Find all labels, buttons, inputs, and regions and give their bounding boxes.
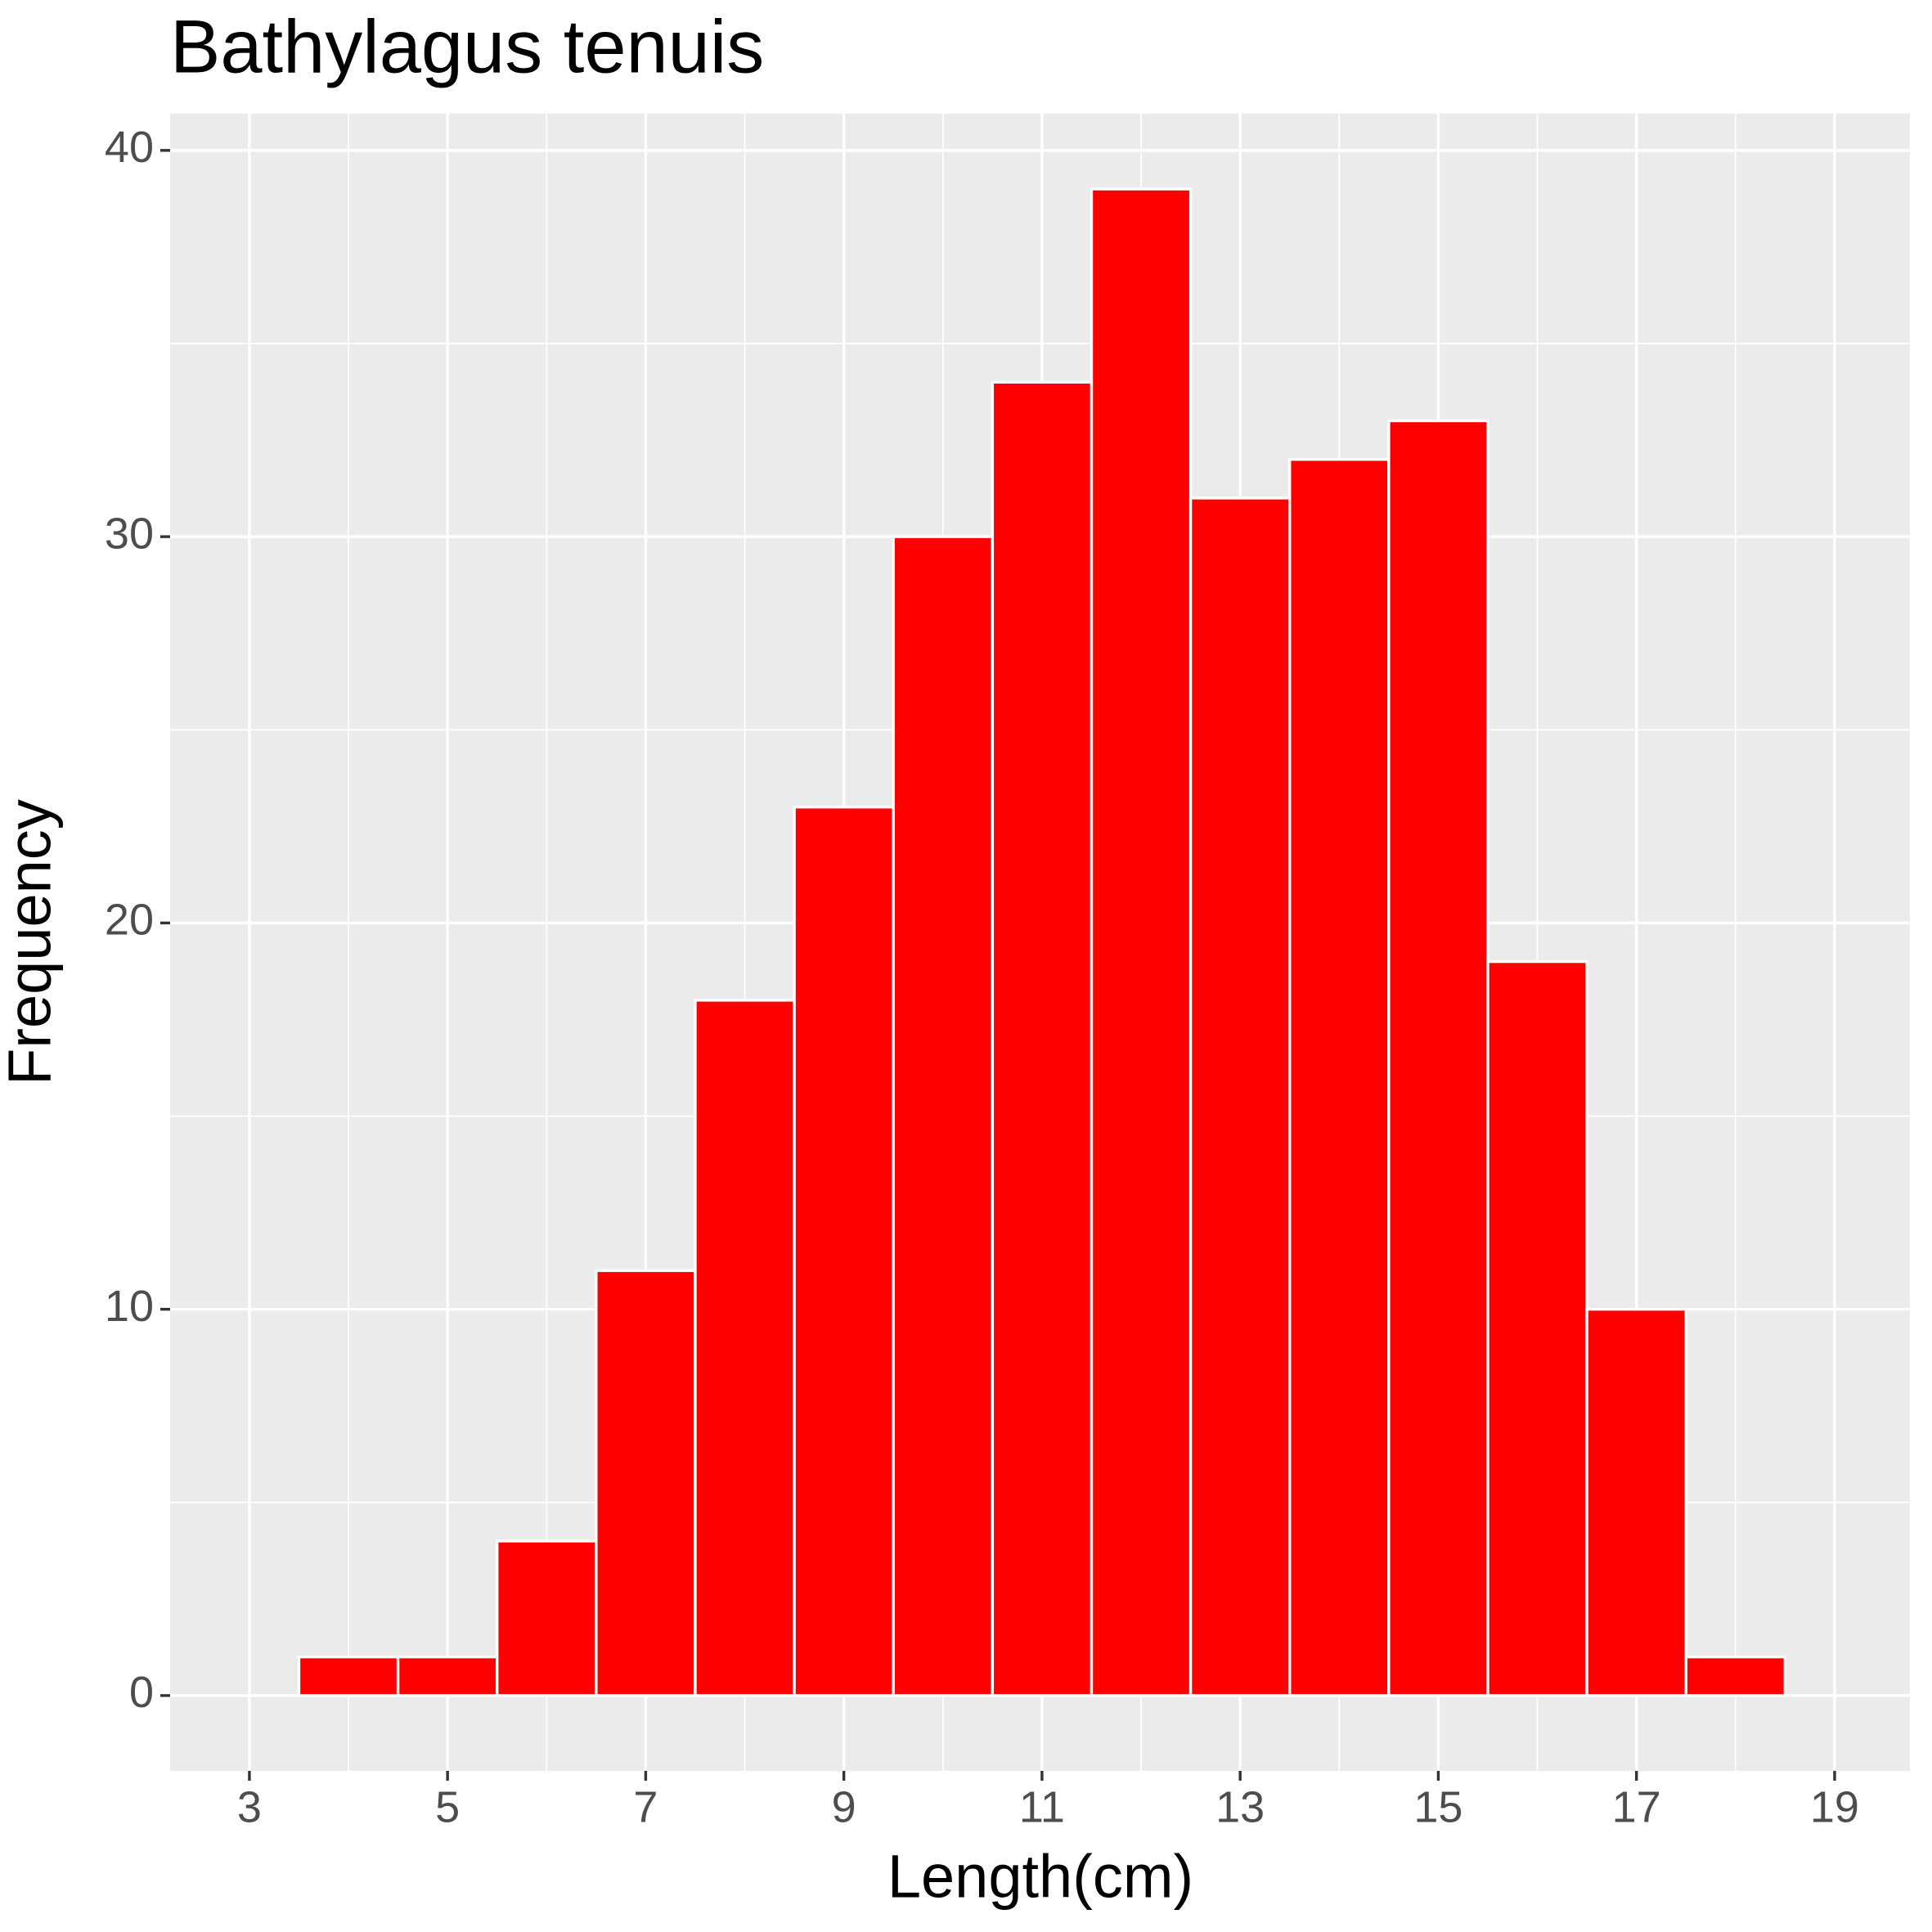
bar xyxy=(595,1269,697,1697)
bar xyxy=(793,806,895,1697)
bar xyxy=(991,380,1094,1697)
x-tick-label: 19 xyxy=(1810,1782,1859,1831)
x-tick-label: 5 xyxy=(435,1782,460,1831)
x-tick-label: 7 xyxy=(633,1782,658,1831)
y-tick-label: 30 xyxy=(105,509,154,558)
chart-title: Bathylagus tenuis xyxy=(170,5,764,88)
y-axis-title: Frequency xyxy=(0,799,64,1085)
y-tick-label: 10 xyxy=(105,1282,154,1331)
bar xyxy=(1387,419,1489,1697)
bar xyxy=(694,999,796,1697)
bar xyxy=(1585,1307,1687,1697)
bar xyxy=(1188,496,1292,1697)
y-tick-label: 0 xyxy=(129,1668,154,1717)
bar xyxy=(1684,1655,1787,1697)
x-axis-title: Length(cm) xyxy=(887,1843,1193,1911)
bar xyxy=(496,1539,598,1697)
x-tick-label: 13 xyxy=(1215,1782,1265,1831)
bar xyxy=(1288,457,1391,1697)
y-tick-label: 40 xyxy=(105,123,154,172)
x-tick-label: 11 xyxy=(1019,1782,1065,1831)
bar xyxy=(297,1655,400,1697)
bar xyxy=(1486,959,1588,1697)
bar xyxy=(396,1655,499,1697)
bar xyxy=(892,535,995,1697)
y-tick-label: 20 xyxy=(105,896,154,945)
x-tick-label: 15 xyxy=(1413,1782,1462,1831)
bar xyxy=(1090,187,1193,1697)
x-tick-label: 3 xyxy=(237,1782,262,1831)
x-tick-label: 9 xyxy=(832,1782,856,1831)
x-tick-label: 17 xyxy=(1612,1782,1661,1831)
